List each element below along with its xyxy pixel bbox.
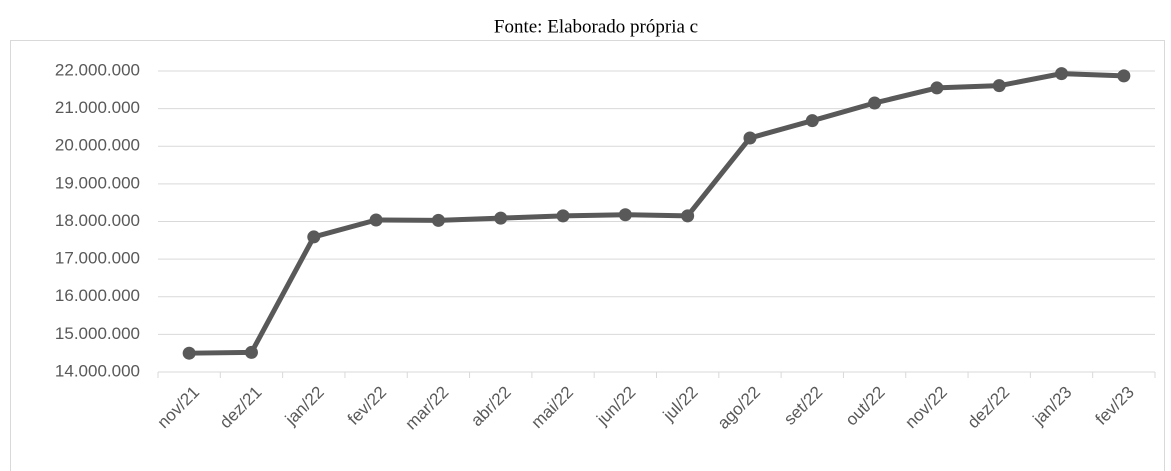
marker — [930, 81, 944, 95]
x-tick-label: abr/22 — [467, 383, 515, 431]
x-tick-label: fev/22 — [344, 383, 390, 429]
marker — [1117, 69, 1131, 83]
marker — [992, 79, 1006, 93]
marker — [369, 213, 383, 227]
marker — [244, 345, 258, 359]
x-tick-label: jul/22 — [659, 383, 702, 426]
x-tick-label: nov/22 — [901, 383, 951, 433]
y-tick-label: 19.000.000 — [55, 173, 140, 192]
marker — [743, 131, 757, 145]
x-tick-label: dez/21 — [216, 383, 266, 433]
x-tick-label: fev/23 — [1092, 383, 1138, 429]
marker — [805, 114, 819, 128]
marker — [618, 208, 632, 222]
x-tick-label: mai/22 — [528, 383, 578, 433]
y-tick-label: 22.000.000 — [55, 60, 140, 79]
chart-border — [10, 40, 1165, 471]
x-tick-label: dez/22 — [964, 383, 1014, 433]
y-tick-label: 14.000.000 — [55, 361, 140, 380]
marker — [868, 96, 882, 110]
x-tick-label: set/22 — [780, 383, 826, 429]
y-tick-label: 18.000.000 — [55, 211, 140, 230]
y-tick-label: 20.000.000 — [55, 136, 140, 155]
line — [189, 71, 1124, 356]
x-tick-label: jan/22 — [281, 383, 328, 430]
x-tick-label: ago/22 — [714, 383, 764, 433]
marker — [1055, 67, 1069, 81]
y-tick-label: 17.000.000 — [55, 249, 140, 268]
marker — [307, 230, 321, 244]
x-tick-label: mar/22 — [402, 383, 453, 434]
x-tick-label: out/22 — [842, 383, 889, 430]
x-tick-label: jun/22 — [592, 383, 639, 430]
y-tick-label: 21.000.000 — [55, 98, 140, 117]
x-tick-label: nov/21 — [154, 383, 204, 433]
chart-title: Fonte: Elaborado própria c — [494, 16, 698, 37]
marker — [494, 211, 508, 225]
marker — [182, 346, 196, 360]
marker — [431, 213, 445, 227]
y-tick-label: 15.000.000 — [55, 324, 140, 343]
y-tick-label: 16.000.000 — [55, 286, 140, 305]
marker — [681, 209, 695, 223]
x-tick-label: jan/23 — [1029, 383, 1076, 430]
marker — [556, 209, 570, 223]
